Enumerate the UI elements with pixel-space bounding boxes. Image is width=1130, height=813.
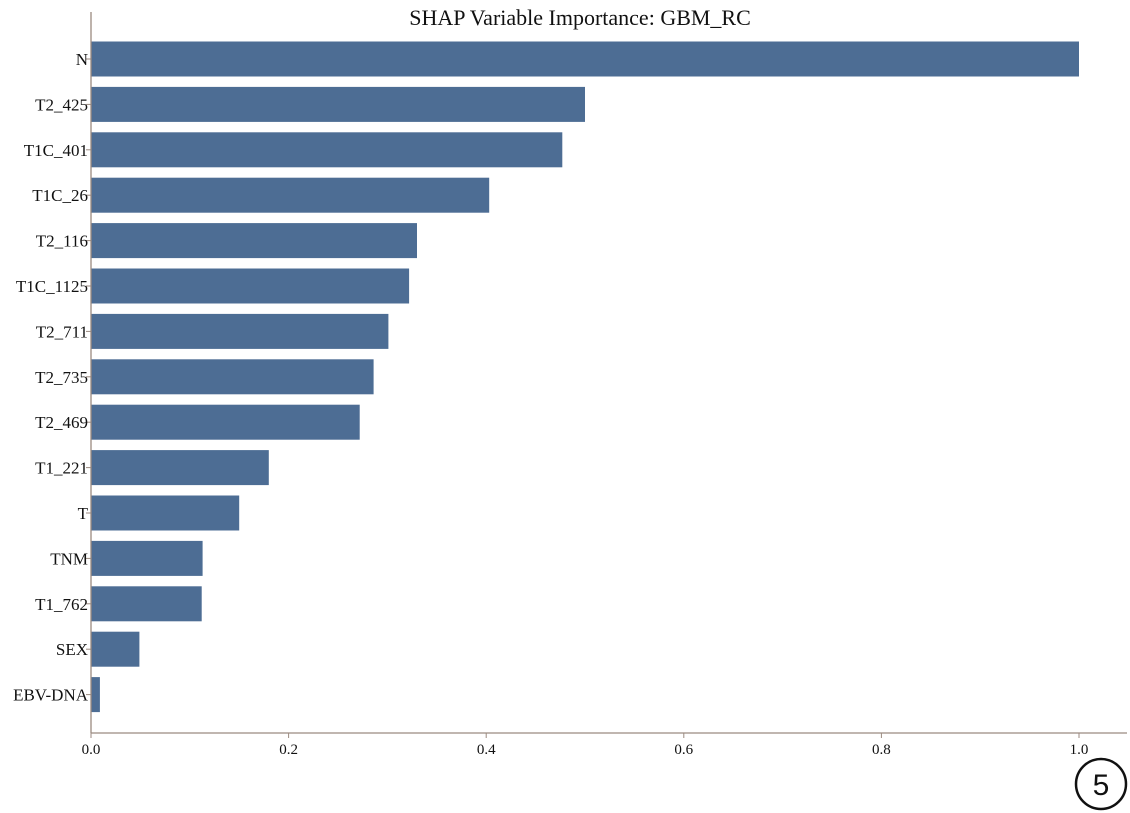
badge-circle: [1074, 757, 1128, 811]
x-tick-label: 0.6: [674, 742, 693, 758]
y-tick-label: TNM: [50, 549, 88, 568]
y-tick-label: T2_116: [36, 232, 88, 251]
y-tick-label: T1_762: [35, 595, 88, 614]
x-tick-label: 0.4: [477, 742, 496, 758]
bar-n: [91, 41, 1079, 77]
y-tick-label: SEX: [56, 640, 88, 659]
bar-sex: [91, 631, 140, 667]
bars-group: [91, 41, 1079, 713]
bar-t1c_401: [91, 132, 563, 168]
bar-t2_469: [91, 404, 360, 440]
y-tick-label: T1C_26: [32, 186, 88, 205]
x-tick-label: 0.2: [279, 742, 298, 758]
y-tick-label: T2_735: [35, 368, 88, 387]
bar-t2_735: [91, 359, 374, 395]
bar-t1c_1125: [91, 268, 410, 304]
y-tick-label: N: [76, 50, 88, 69]
bar-t2_116: [91, 223, 417, 259]
figure-number-badge: 5: [1074, 757, 1128, 811]
chart-title: SHAP Variable Importance: GBM_RC: [409, 5, 751, 30]
bar-t1_221: [91, 450, 269, 486]
x-tick-label: 0.0: [82, 742, 101, 758]
y-tick-label: T: [78, 504, 89, 523]
y-tick-label: T2_425: [35, 95, 88, 114]
badge-label: 5: [1093, 769, 1110, 802]
bar-t2_425: [91, 86, 585, 122]
bar-t: [91, 495, 240, 531]
y-tick-label: T1_221: [35, 459, 88, 478]
x-tick-label: 0.8: [872, 742, 891, 758]
bar-t1_762: [91, 586, 202, 622]
axes-group: N T2_425 T1C_401 T1C_26 T2_116 T1C_1125 T2_711…: [13, 12, 1127, 758]
bar-ebv-dna: [91, 677, 100, 713]
y-tick-label: T2_711: [36, 322, 88, 341]
y-tick-label: EBV-DNA: [13, 686, 89, 705]
y-tick-label: T1C_1125: [16, 277, 88, 296]
bar-t1c_26: [91, 177, 490, 213]
y-tick-label: T1C_401: [24, 141, 88, 160]
bar-t2_711: [91, 313, 389, 349]
bar-tnm: [91, 540, 203, 576]
x-tick-label: 1.0: [1070, 742, 1089, 758]
y-tick-label: T2_469: [35, 413, 88, 432]
